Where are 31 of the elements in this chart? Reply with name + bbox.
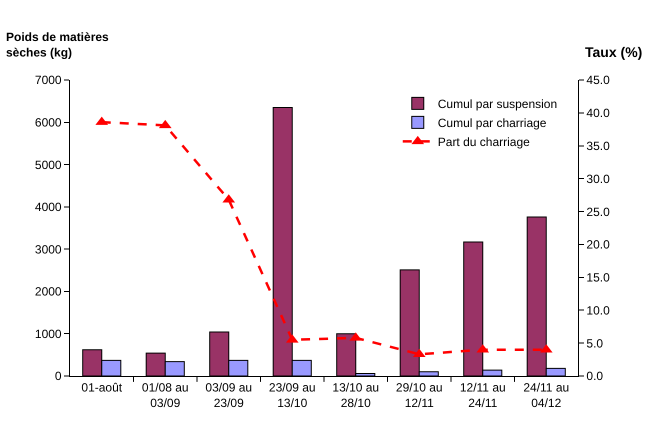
y2-tick-label: 35.0: [586, 138, 610, 153]
y-tick-label: 3000: [34, 242, 62, 256]
x-tick-label: 03/09 au 23/09: [205, 380, 252, 410]
y-tick-label: 1000: [34, 326, 62, 341]
y2-tick-label: 30.0: [586, 172, 610, 186]
y2-tick-label: 40.0: [586, 106, 610, 120]
x-tick-label: 12/11 au 24/11: [460, 380, 506, 410]
y-tick-label: 2000: [34, 284, 62, 299]
legend-label: Part du charriage: [438, 135, 530, 150]
y2-tick-label: 5.0: [586, 336, 604, 350]
y-tick-label: 0: [54, 369, 62, 384]
y2-tick-label: 0.0: [586, 369, 604, 384]
x-tick-label: 01/08 au 03/09: [142, 380, 189, 410]
y2-tick-label: 15.0: [586, 270, 610, 285]
y-tick-label: 6000: [34, 115, 62, 130]
y-tick-label: 7000: [34, 73, 62, 88]
x-tick-label: 24/11 au 04/12: [523, 380, 570, 410]
y2-tick-label: 25.0: [586, 204, 610, 219]
legend-label: Cumul par suspension: [438, 97, 558, 112]
y-tick-label: 4000: [34, 200, 62, 214]
x-tick-label: 23/09 au 13/10: [268, 380, 316, 410]
x-tick-label: 13/10 au 28/10: [332, 380, 380, 410]
y2-tick-label: 20.0: [586, 238, 610, 252]
y-axis-title: Poids de matières sèches (kg): [6, 30, 110, 60]
y2-axis-title: Taux (%): [585, 44, 642, 60]
y2-tick-label: 10.0: [586, 303, 610, 318]
x-tick-label: 29/10 au 12/11: [396, 380, 443, 410]
legend-label: Cumul par charriage: [438, 116, 547, 130]
x-tick-label: 01-août: [81, 380, 123, 394]
y-tick-label: 5000: [34, 158, 62, 172]
y2-tick-label: 45.0: [586, 73, 610, 88]
